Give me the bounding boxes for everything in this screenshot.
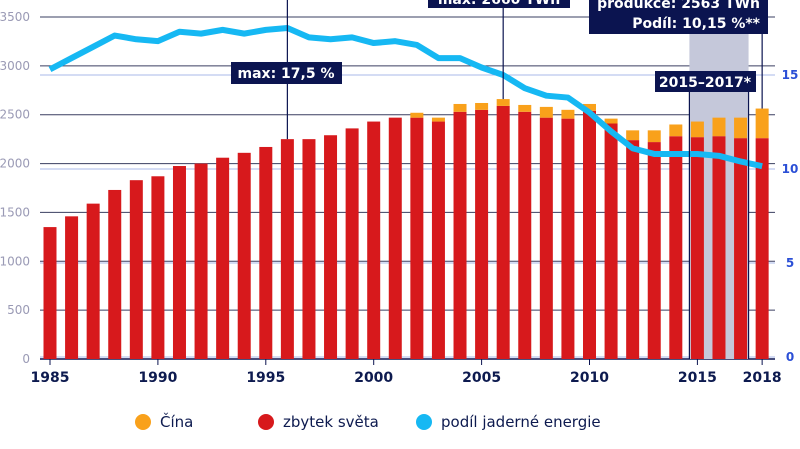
annotation-share-2018: Podíl: 10,15 %** — [632, 16, 760, 32]
y-tick-label: 2000 — [0, 157, 30, 171]
y-tick-label: 1000 — [0, 254, 30, 268]
annotation-max-production: max: 2660 TWh — [438, 0, 560, 8]
bar-china — [647, 130, 661, 143]
bar-rest-of-world — [86, 203, 100, 359]
bar-china — [669, 124, 683, 137]
x-tick-label: 2018 — [743, 370, 782, 386]
bar-china — [690, 121, 704, 138]
x-tick-label: 2005 — [462, 370, 501, 386]
bar-rest-of-world — [496, 105, 510, 359]
annotation-box-max-share — [231, 62, 342, 84]
legend-swatch-china — [135, 414, 151, 430]
bar-china — [561, 109, 575, 119]
bar-rest-of-world — [669, 136, 683, 359]
y-tick-label: 3000 — [0, 59, 30, 73]
y-tick-label: 2500 — [0, 108, 30, 122]
x-tick-label: 1985 — [31, 370, 70, 386]
annotation-box-2018 — [589, 0, 768, 34]
annotation-box-range — [655, 71, 756, 92]
bar-china — [755, 108, 769, 139]
bar-china — [431, 117, 445, 122]
bar-china — [475, 102, 489, 110]
bar-rest-of-world — [604, 123, 618, 359]
bar-rest-of-world — [755, 138, 769, 359]
bar-china — [583, 103, 596, 111]
legend-swatch-rest — [258, 414, 274, 430]
bar-rest-of-world — [172, 166, 186, 359]
bar-rest-of-world — [539, 117, 553, 359]
bar-china — [453, 103, 467, 112]
bar-china — [539, 106, 553, 118]
bar-rest-of-world — [108, 189, 122, 359]
bar-rest-of-world — [561, 118, 575, 359]
bar-rest-of-world — [431, 121, 445, 359]
annotation-production-2018: produkce: 2563 TWh — [597, 0, 760, 12]
annotation-range: 2015–2017* — [659, 75, 752, 91]
bar-rest-of-world — [65, 216, 79, 359]
bar-rest-of-world — [410, 117, 424, 359]
x-tick-label: 2000 — [354, 370, 393, 386]
legend-label-rest: zbytek světa — [283, 413, 379, 431]
y2-tick-label: 5 — [786, 256, 794, 270]
bar-china — [712, 117, 726, 137]
bar-china — [518, 104, 532, 112]
bar-rest-of-world — [475, 109, 489, 359]
x-tick-label: 2015 — [678, 370, 717, 386]
y2-tick-label: 15 — [782, 68, 799, 82]
legend-swatch-share — [416, 414, 432, 430]
bar-rest-of-world — [259, 146, 273, 359]
bar-rest-of-world — [324, 135, 338, 359]
x-tick-label: 1995 — [246, 370, 285, 386]
y-tick-label: 1500 — [0, 205, 30, 219]
y-tick-label: 3500 — [0, 10, 30, 24]
bar-rest-of-world — [712, 136, 726, 359]
y-tick-label: 500 — [7, 303, 30, 317]
bar-rest-of-world — [647, 142, 661, 359]
bar-rest-of-world — [734, 138, 748, 359]
x-tick-label: 2010 — [570, 370, 609, 386]
bar-rest-of-world — [388, 117, 402, 359]
bar-china — [410, 112, 424, 118]
y-tick-label: 0 — [22, 352, 30, 366]
bar-rest-of-world — [280, 139, 294, 359]
bar-rest-of-world — [237, 152, 251, 359]
x-tick-label: 1990 — [138, 370, 177, 386]
bar-china — [604, 118, 618, 124]
annotation-box-max-production — [428, 0, 570, 8]
y2-tick-label: 0 — [786, 350, 794, 364]
bar-rest-of-world — [626, 140, 640, 359]
bar-rest-of-world — [345, 128, 359, 359]
bar-rest-of-world — [129, 180, 143, 359]
bar-rest-of-world — [690, 137, 704, 359]
bar-rest-of-world — [194, 163, 208, 359]
bar-rest-of-world — [151, 176, 165, 359]
bar-rest-of-world — [367, 121, 381, 359]
bar-rest-of-world — [518, 111, 532, 359]
legend: Čína zbytek světa podíl jaderné energie — [135, 412, 601, 431]
legend-label-share: podíl jaderné energie — [441, 413, 601, 431]
bar-rest-of-world — [302, 139, 316, 359]
bar-rest-of-world — [43, 227, 57, 359]
annotation-max-share: max: 17,5 % — [238, 66, 335, 82]
bar-rest-of-world — [453, 111, 467, 359]
bar-rest-of-world — [216, 157, 230, 359]
bar-china — [734, 117, 748, 139]
bar-china — [626, 130, 640, 141]
bar-rest-of-world — [583, 110, 596, 359]
series-line-share — [48, 25, 763, 170]
bar-china — [496, 99, 510, 106]
y2-tick-label: 10 — [782, 162, 799, 176]
legend-label-china: Čína — [160, 412, 193, 431]
